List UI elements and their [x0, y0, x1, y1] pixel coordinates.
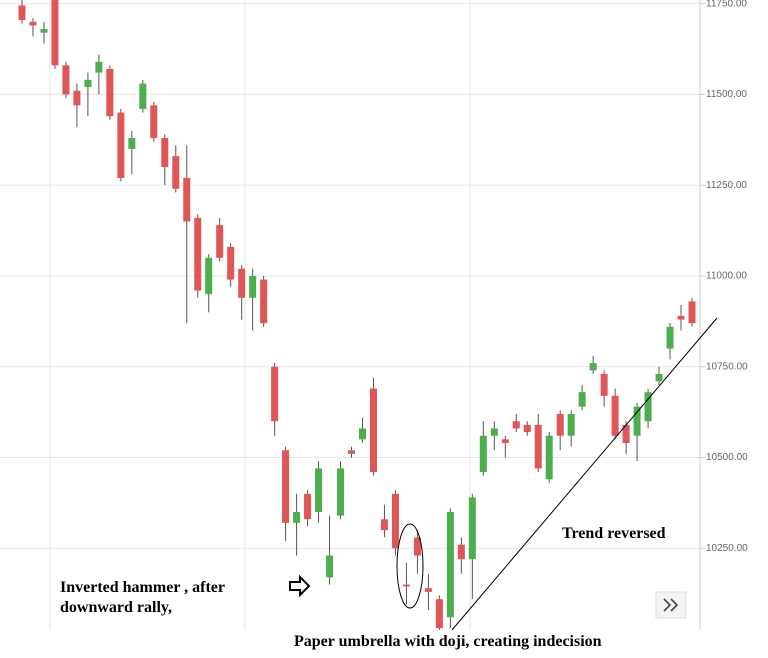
candle-body [622, 424, 630, 443]
candle-body [227, 246, 235, 280]
candle-body [348, 450, 356, 454]
candle-body [205, 257, 213, 295]
candle-body [435, 599, 443, 629]
candle-body [600, 374, 608, 396]
candle-body [391, 493, 399, 549]
candle-body [326, 555, 334, 578]
y-tick-label: 11000.00 [706, 271, 747, 282]
annotation: Inverted hammer , after [60, 579, 225, 596]
annotation: Trend reversed [562, 525, 666, 542]
candle-body [468, 497, 476, 560]
candle-body [139, 83, 147, 109]
y-tick-label: 10750.00 [706, 361, 748, 372]
candle-body [633, 406, 641, 436]
y-tick-label: 11750.00 [706, 0, 747, 9]
candle-body [84, 79, 92, 88]
y-tick-label: 11250.00 [706, 180, 747, 191]
candle-body [172, 156, 180, 189]
candle-body [315, 468, 323, 512]
candle-body [62, 65, 70, 95]
candle-body [611, 395, 619, 436]
candle-body [457, 544, 465, 560]
candle-body [358, 428, 366, 440]
candle-body [194, 217, 202, 291]
candle-body [512, 421, 520, 429]
arrow [289, 574, 311, 598]
candle-body [18, 5, 26, 20]
candle-body [490, 428, 498, 436]
candle-body [644, 392, 652, 422]
candle-body [249, 275, 257, 298]
trend-line [451, 317, 718, 631]
candle-body [304, 493, 312, 520]
annotation: Paper umbrella with doji, creating indec… [294, 633, 602, 650]
scroll-button[interactable] [655, 591, 687, 619]
candle-body [95, 61, 103, 73]
candle-body [578, 392, 586, 407]
candle-body [260, 279, 268, 324]
button-icon[interactable] [663, 598, 679, 612]
candle-body [688, 301, 696, 324]
candle-body [40, 29, 48, 33]
candle-body [128, 137, 136, 149]
candle-body [545, 435, 553, 480]
candle-body [150, 105, 158, 138]
candle-body [29, 21, 37, 26]
candle-body [534, 424, 542, 469]
candle-body [402, 584, 410, 587]
candle-body [337, 468, 345, 516]
grid [0, 0, 700, 630]
candle-body [446, 511, 454, 618]
y-tick-label: 10500.00 [706, 452, 748, 463]
candle-body [271, 366, 279, 422]
candle-body [238, 268, 246, 298]
candle-body [282, 450, 290, 523]
candle-body [117, 112, 125, 178]
candle-body [106, 68, 114, 117]
y-tick-label: 11500.00 [706, 89, 747, 100]
highlight-ellipse [396, 523, 424, 609]
candle-body [293, 511, 301, 523]
annotation: downward rally, [60, 599, 172, 616]
candle-body [501, 439, 509, 443]
candle-body [73, 90, 81, 106]
candle-body [424, 588, 432, 592]
candle-body [479, 435, 487, 473]
y-tick-label: 10250.00 [706, 543, 748, 554]
candle-body [369, 388, 377, 473]
candle-body [567, 413, 575, 436]
candle-body [556, 413, 564, 436]
candle-body [666, 326, 674, 349]
candle-body [655, 374, 663, 382]
candles [18, 0, 696, 630]
candle-body [51, 0, 59, 66]
candle-body [523, 424, 531, 433]
candle-body [216, 225, 224, 258]
candle-body [380, 519, 388, 531]
candle-body [413, 537, 421, 556]
candle-body [677, 315, 685, 320]
candle-body [589, 363, 597, 371]
candle-body [161, 137, 169, 168]
candle-body [183, 177, 191, 222]
